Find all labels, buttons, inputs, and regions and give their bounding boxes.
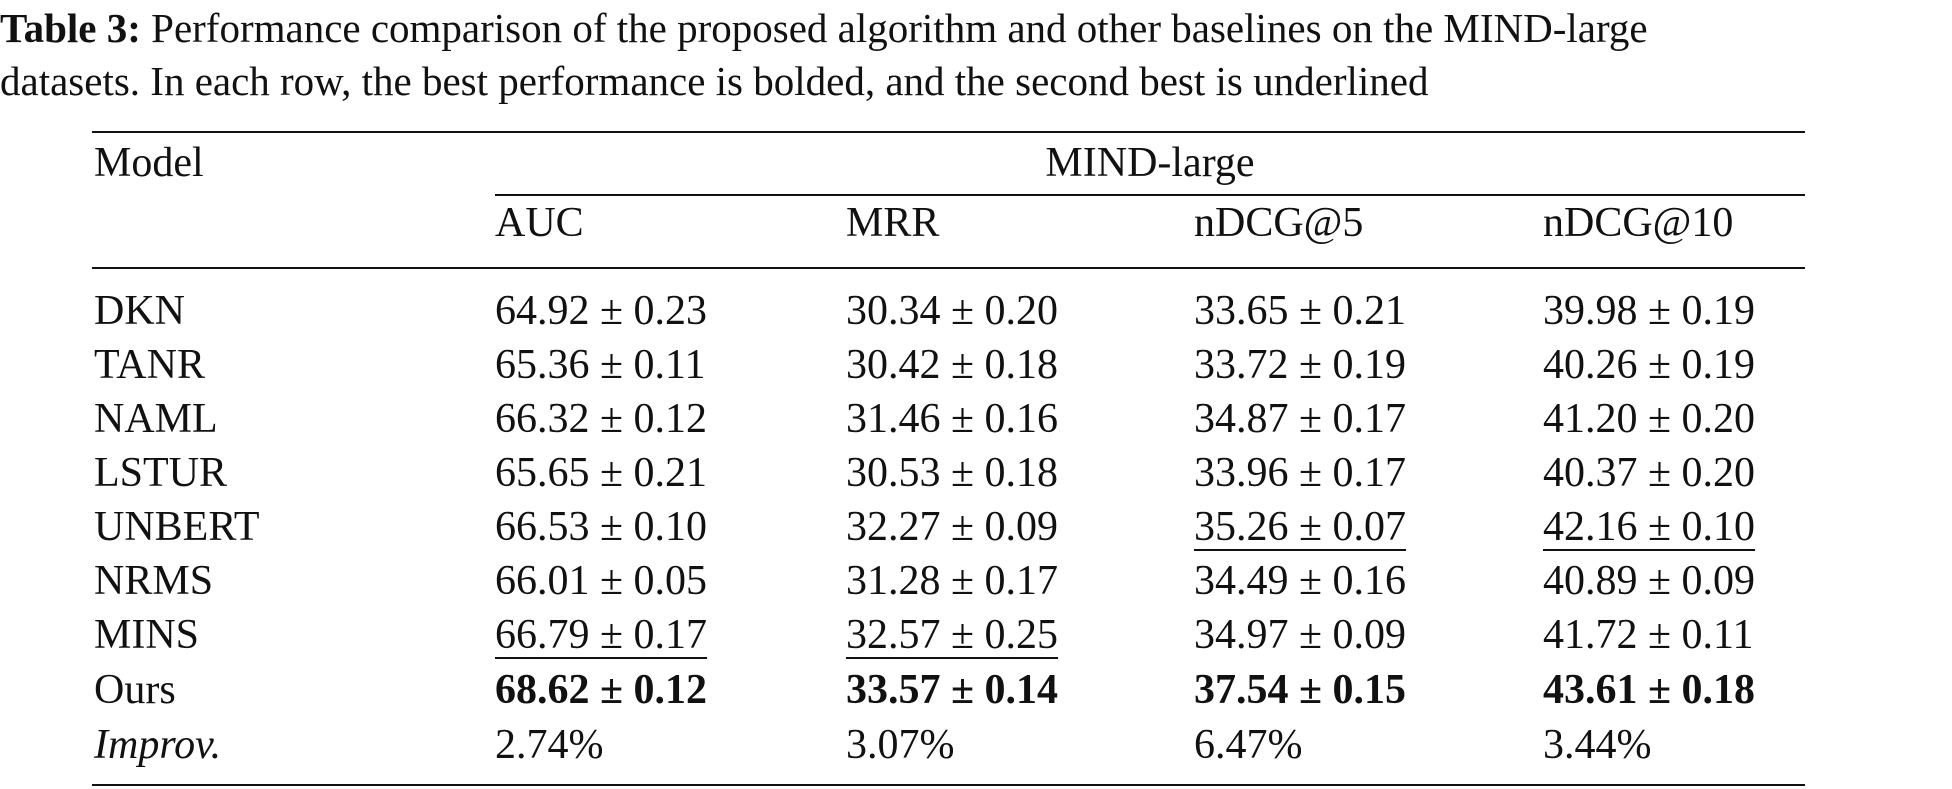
metric-value-cell: 33.65 ± 0.21 [1194,288,1407,334]
model-name-cell: LSTUR [94,450,228,496]
metric-value-cell: 2.74% [495,722,604,768]
model-name-cell: MINS [94,612,200,658]
header-bottom-rule [92,267,1805,269]
caption-line-1: Table 3: Performance comparison of the p… [0,2,1950,55]
metric-value-cell: 31.46 ± 0.16 [846,396,1059,442]
metric-value-cell: 30.34 ± 0.20 [846,288,1059,334]
model-name-cell: TANR [94,342,205,388]
metric-header-auc: AUC [495,200,584,246]
metric-value-cell: 65.36 ± 0.11 [495,342,706,388]
metric-value-cell: 35.26 ± 0.07 [1194,504,1407,550]
metric-header-ndcg10: nDCG@10 [1543,200,1734,246]
metric-value-cell: 37.54 ± 0.15 [1194,667,1407,713]
metric-value-cell: 66.53 ± 0.10 [495,504,708,550]
metric-value-cell: 32.27 ± 0.09 [846,504,1059,550]
metric-value-cell: 33.72 ± 0.19 [1194,342,1407,388]
metric-value-cell: 66.79 ± 0.17 [495,612,708,658]
model-name-cell: UNBERT [94,504,260,550]
metric-value-cell: 41.72 ± 0.11 [1543,612,1754,658]
model-name-cell: DKN [94,288,185,334]
model-name-cell: Improv. [94,722,222,768]
metric-value-cell: 42.16 ± 0.10 [1543,504,1756,550]
metric-value-cell: 30.53 ± 0.18 [846,450,1059,496]
metric-value-cell: 43.61 ± 0.18 [1543,667,1756,713]
metric-value-cell: 66.32 ± 0.12 [495,396,708,442]
metric-value-cell: 40.89 ± 0.09 [1543,558,1756,604]
caption-line-2: datasets. In each row, the best performa… [0,58,1429,104]
metric-header-ndcg5: nDCG@5 [1194,200,1364,246]
metric-value-cell: 39.98 ± 0.19 [1543,288,1756,334]
metric-value-cell: 31.28 ± 0.17 [846,558,1059,604]
model-column-header: Model [94,140,204,186]
metric-value-cell: 40.26 ± 0.19 [1543,342,1756,388]
metric-value-cell: 68.62 ± 0.12 [495,667,708,713]
metric-value-cell: 33.57 ± 0.14 [846,667,1059,713]
metric-value-cell: 34.97 ± 0.09 [1194,612,1407,658]
metric-value-cell: 41.20 ± 0.20 [1543,396,1756,442]
metric-value-cell: 6.47% [1194,722,1303,768]
caption-label: Table 3: [0,5,141,51]
metric-header-mrr: MRR [846,200,940,246]
model-name-cell: Ours [94,667,176,713]
model-name-cell: NRMS [94,558,214,604]
metric-value-cell: 40.37 ± 0.20 [1543,450,1756,496]
model-name-cell: NAML [94,396,218,442]
metric-value-cell: 64.92 ± 0.23 [495,288,708,334]
metric-value-cell: 34.87 ± 0.17 [1194,396,1407,442]
table-top-rule [92,131,1805,133]
group-header-rule [495,194,1805,196]
caption-text-1: Performance comparison of the proposed a… [140,5,1648,51]
metric-value-cell: 32.57 ± 0.25 [846,612,1059,658]
metric-value-cell: 33.96 ± 0.17 [1194,450,1407,496]
table-bottom-rule [92,784,1805,786]
metric-value-cell: 66.01 ± 0.05 [495,558,708,604]
metric-value-cell: 30.42 ± 0.18 [846,342,1059,388]
dataset-group-header: MIND-large [1045,140,1255,186]
metric-value-cell: 3.44% [1543,722,1652,768]
metric-value-cell: 3.07% [846,722,955,768]
metric-value-cell: 34.49 ± 0.16 [1194,558,1407,604]
table-caption: Table 3: Performance comparison of the p… [0,2,1950,108]
metric-value-cell: 65.65 ± 0.21 [495,450,708,496]
